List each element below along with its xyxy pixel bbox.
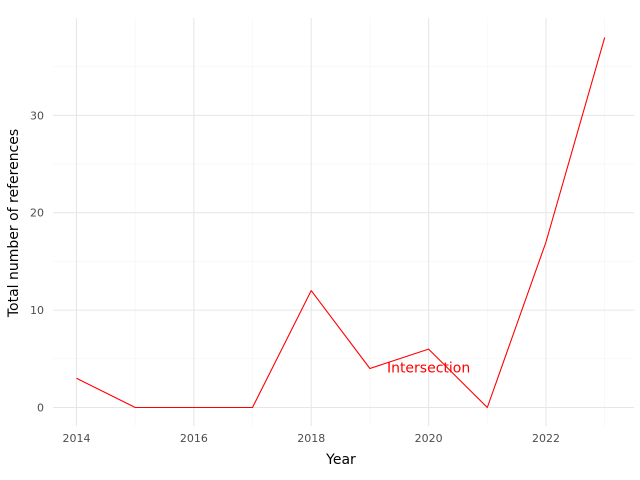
annotation-label: Intersection [387, 361, 470, 377]
series-line [76, 37, 606, 409]
y-tick-label: 30 [30, 109, 44, 122]
x-tick-label: 2020 [415, 432, 443, 445]
x-tick-label: 2014 [62, 432, 90, 445]
grid [53, 18, 634, 426]
annotations: Intersection [387, 361, 470, 377]
y-axis-title: Total number of references [6, 129, 22, 318]
x-tick-label: 2018 [297, 432, 325, 445]
series-layer [76, 37, 606, 409]
y-tick-label: 10 [30, 304, 44, 317]
x-tick-label: 2022 [532, 432, 560, 445]
y-tick-label: 20 [30, 207, 44, 220]
x-axis: 2014 2016 2018 2020 2022 [62, 432, 559, 445]
y-axis: 0 10 20 30 [30, 109, 44, 414]
x-tick-label: 2016 [180, 432, 208, 445]
x-axis-title: Year [325, 452, 356, 468]
y-tick-label: 0 [37, 401, 44, 414]
